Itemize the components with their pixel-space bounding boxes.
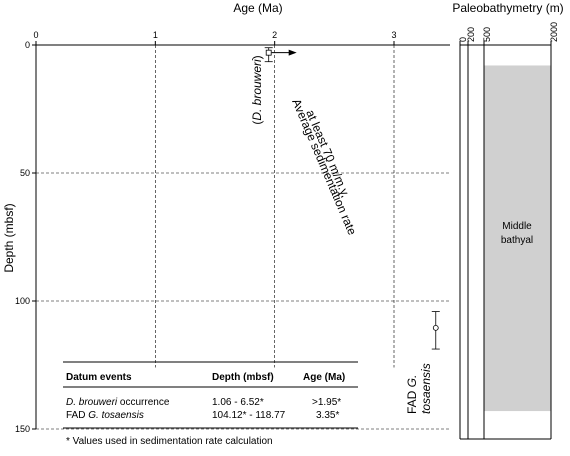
table-header-age: Age (Ma): [303, 372, 345, 383]
table-footnote: * Values used in sedimentation rate calc…: [66, 436, 273, 447]
table-row-1-depth: 1.06 - 6.52*: [212, 397, 264, 408]
bathy-tick-label: 500: [482, 27, 492, 42]
row-2-prefix: FAD: [66, 410, 88, 421]
brouweri-paren-close: ): [250, 55, 264, 59]
zone-label-line2: bathyal: [501, 235, 533, 246]
y-ticks: 0 50 100 150: [15, 40, 36, 434]
minimum-age-arrow-head: [288, 49, 297, 56]
x-tick-label: 3: [391, 30, 396, 40]
y-tick-label: 50: [20, 168, 30, 178]
x-tick-label: 0: [33, 30, 38, 40]
zone-label-line1: Middle: [502, 221, 532, 232]
table-row-1-age: >1.95*: [312, 397, 341, 408]
table-header-event: Datum events: [66, 372, 132, 383]
y-tick-label: 100: [15, 296, 30, 306]
table-row-2-age: 3.35*: [316, 410, 339, 421]
x-ticks: 0 1 2 3: [33, 30, 397, 45]
x-tick-label: 1: [153, 30, 158, 40]
table-row-1-event: D. brouweri occurrence: [66, 397, 170, 408]
table-row-2-event: FAD G. tosaensis: [66, 410, 144, 421]
bathy-tick-label: 0: [458, 37, 468, 42]
bathy-axis-title: Paleobathymetry (m): [452, 1, 563, 15]
fad-genus: G.: [405, 375, 419, 388]
x-axis-title: Age (Ma): [233, 1, 282, 15]
table-row-2-depth: 104.12* - 118.77: [212, 410, 286, 421]
rate-annotation-line1: Average sedimentation rate: [289, 97, 359, 238]
brouweri-name: D. brouweri: [250, 59, 264, 121]
data-marks: [264, 47, 440, 350]
datum-table: Datum events Depth (mbsf) Age (Ma) D. br…: [63, 361, 358, 447]
brouweri-paren-open: (: [250, 121, 264, 125]
table-header-depth: Depth (mbsf): [212, 372, 274, 383]
bathy-boundary-lines: [459, 44, 552, 440]
datum-marker-circle: [432, 324, 439, 331]
gridlines: [36, 45, 450, 430]
fad-label-line2: tosaensis: [419, 363, 433, 414]
x-tick-label: 2: [272, 30, 277, 40]
bathy-tick-label: 2000: [549, 22, 559, 42]
fad-label-line1: FAD G.: [405, 375, 419, 414]
row-2-species: G. tosaensis: [88, 410, 144, 421]
y-axis-title: Depth (mbsf): [2, 203, 16, 272]
row-1-event-rest: occurrence: [117, 397, 170, 408]
bathy-tick-label: 200: [466, 27, 476, 42]
row-1-species: D. brouweri: [66, 397, 118, 408]
brouweri-label: (D. brouweri): [250, 55, 264, 124]
fad-prefix: FAD: [405, 387, 419, 414]
datum-marker-square: [265, 49, 272, 56]
y-tick-label: 150: [15, 424, 30, 434]
y-tick-label: 0: [25, 40, 30, 50]
middle-bathyal-zone: [484, 65, 551, 412]
